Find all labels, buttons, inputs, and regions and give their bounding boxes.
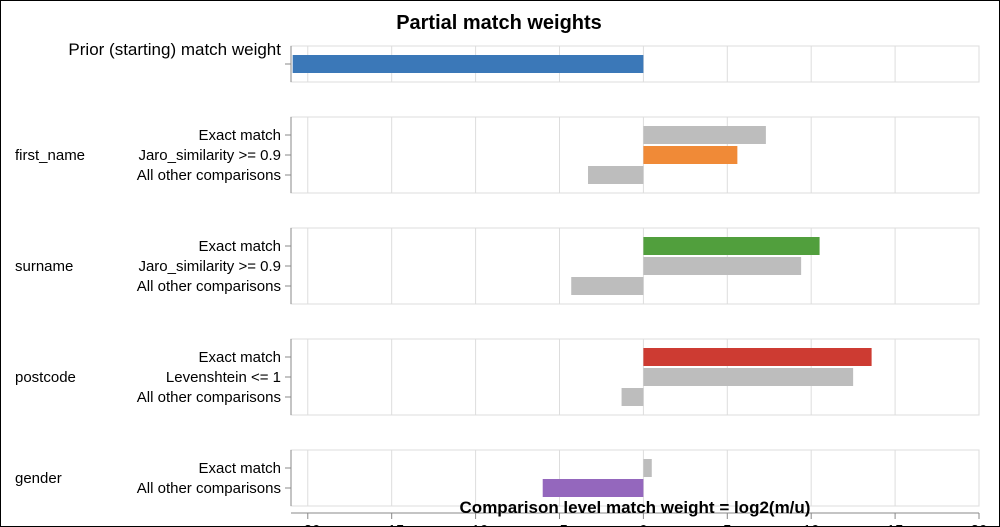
x-tick-label: −15 [379, 522, 404, 526]
panel-prior: Prior (starting) match weight [68, 40, 980, 83]
x-tick-label: 5 [723, 522, 731, 526]
bar-surname-2 [571, 277, 644, 295]
level-label: All other comparisons [137, 389, 281, 406]
x-axis-title: Comparison level match weight = log2(m/u… [460, 498, 811, 517]
bar-gender-1 [542, 479, 644, 497]
level-label: Prior (starting) match weight [68, 40, 281, 59]
panel-gender: Exact match All other comparisons gender [15, 449, 980, 507]
level-label: Levenshtein <= 1 [166, 369, 281, 386]
x-axis: −20 −15 −10 −5 0 5 10 15 20 [291, 512, 988, 526]
group-label-surname: surname [15, 258, 73, 275]
bar-postcode-0 [643, 348, 872, 366]
level-label: Exact match [198, 349, 281, 366]
x-tick-label: 15 [887, 522, 904, 526]
level-label: All other comparisons [137, 167, 281, 184]
bar-surname-1 [643, 257, 802, 275]
bar-postcode-1 [643, 368, 854, 386]
bar-surname-0 [643, 237, 820, 255]
level-label: Jaro_similarity >= 0.9 [138, 147, 281, 164]
group-label-first_name: first_name [15, 147, 85, 164]
x-tick-label: −10 [463, 522, 488, 526]
level-label: Exact match [198, 238, 281, 255]
bar-first_name-0 [643, 126, 766, 144]
bar-postcode-2 [621, 388, 644, 406]
bar-first_name-1 [643, 146, 738, 164]
level-label: Jaro_similarity >= 0.9 [138, 258, 281, 275]
bar-prior-0 [292, 55, 644, 73]
level-label: Exact match [198, 460, 281, 477]
x-tick-label: 10 [803, 522, 820, 526]
group-label-gender: gender [15, 470, 62, 487]
panel-first_name: Exact match Jaro_similarity >= 0.9 All oth… [15, 116, 980, 194]
bar-gender-0 [643, 459, 652, 477]
x-tick-label: 0 [639, 522, 647, 526]
panel-surname: Exact match Jaro_similarity >= 0.9 All oth… [15, 227, 980, 305]
group-label-postcode: postcode [15, 369, 76, 386]
level-label: Exact match [198, 127, 281, 144]
chart-title: Partial match weights [396, 12, 602, 34]
chart-panels: Prior (starting) match weight Exact match… [15, 40, 980, 507]
x-tick-label: −20 [295, 522, 320, 526]
x-tick-label: −5 [551, 522, 568, 526]
bar-first_name-2 [588, 166, 644, 184]
level-label: All other comparisons [137, 278, 281, 295]
panel-postcode: Exact match Levenshtein <= 1 All other com… [15, 338, 980, 416]
x-tick-label: 20 [971, 522, 988, 526]
level-label: All other comparisons [137, 480, 281, 497]
